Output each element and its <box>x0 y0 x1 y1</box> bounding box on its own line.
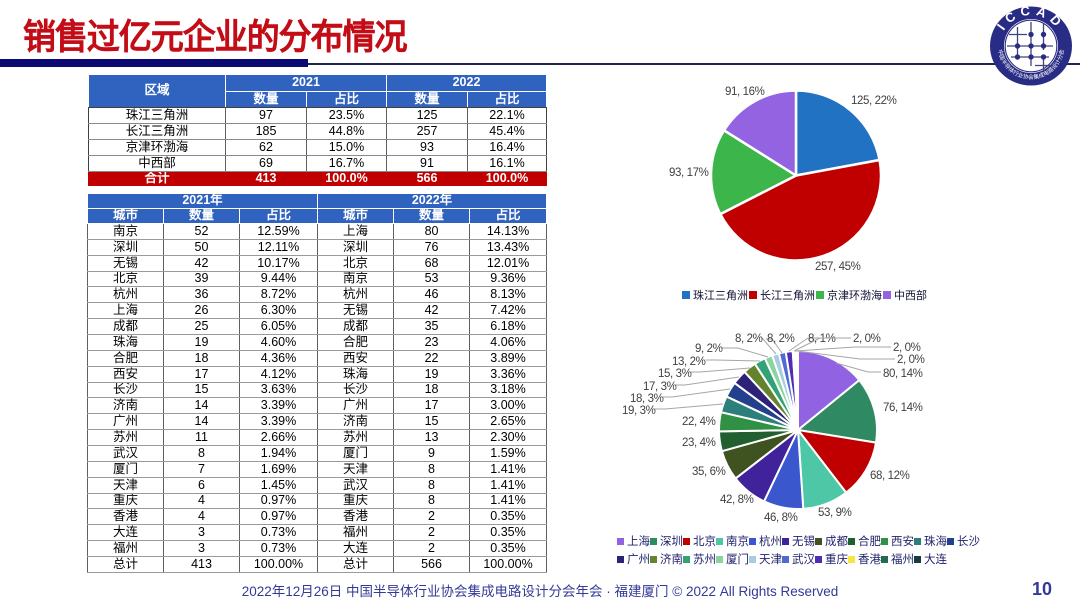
svg-text:68, 12%: 68, 12% <box>870 470 910 482</box>
svg-text:76, 14%: 76, 14% <box>883 402 923 414</box>
svg-text:2, 0%: 2, 0% <box>897 354 925 366</box>
svg-text:13, 2%: 13, 2% <box>672 356 706 368</box>
svg-text:80, 14%: 80, 14% <box>883 368 923 380</box>
svg-text:8, 2%: 8, 2% <box>735 333 763 345</box>
svg-text:17, 3%: 17, 3% <box>643 381 677 393</box>
svg-text:42, 8%: 42, 8% <box>720 494 754 506</box>
svg-text:8, 2%: 8, 2% <box>767 333 795 345</box>
svg-text:91, 16%: 91, 16% <box>725 86 765 98</box>
svg-text:23, 4%: 23, 4% <box>682 437 716 449</box>
svg-text:9, 2%: 9, 2% <box>695 343 723 355</box>
svg-text:257, 45%: 257, 45% <box>815 261 861 273</box>
svg-text:53, 9%: 53, 9% <box>818 507 852 519</box>
svg-text:18, 3%: 18, 3% <box>630 393 664 405</box>
svg-text:22, 4%: 22, 4% <box>682 416 716 428</box>
svg-text:93, 17%: 93, 17% <box>669 167 709 179</box>
svg-text:15, 3%: 15, 3% <box>658 368 692 380</box>
svg-text:46, 8%: 46, 8% <box>764 512 798 524</box>
svg-text:2, 0%: 2, 0% <box>893 342 921 354</box>
svg-text:35, 6%: 35, 6% <box>692 466 726 478</box>
svg-text:125, 22%: 125, 22% <box>851 95 897 107</box>
svg-text:2, 0%: 2, 0% <box>853 333 881 345</box>
svg-text:19, 3%: 19, 3% <box>622 405 656 417</box>
svg-text:8, 1%: 8, 1% <box>808 333 836 345</box>
